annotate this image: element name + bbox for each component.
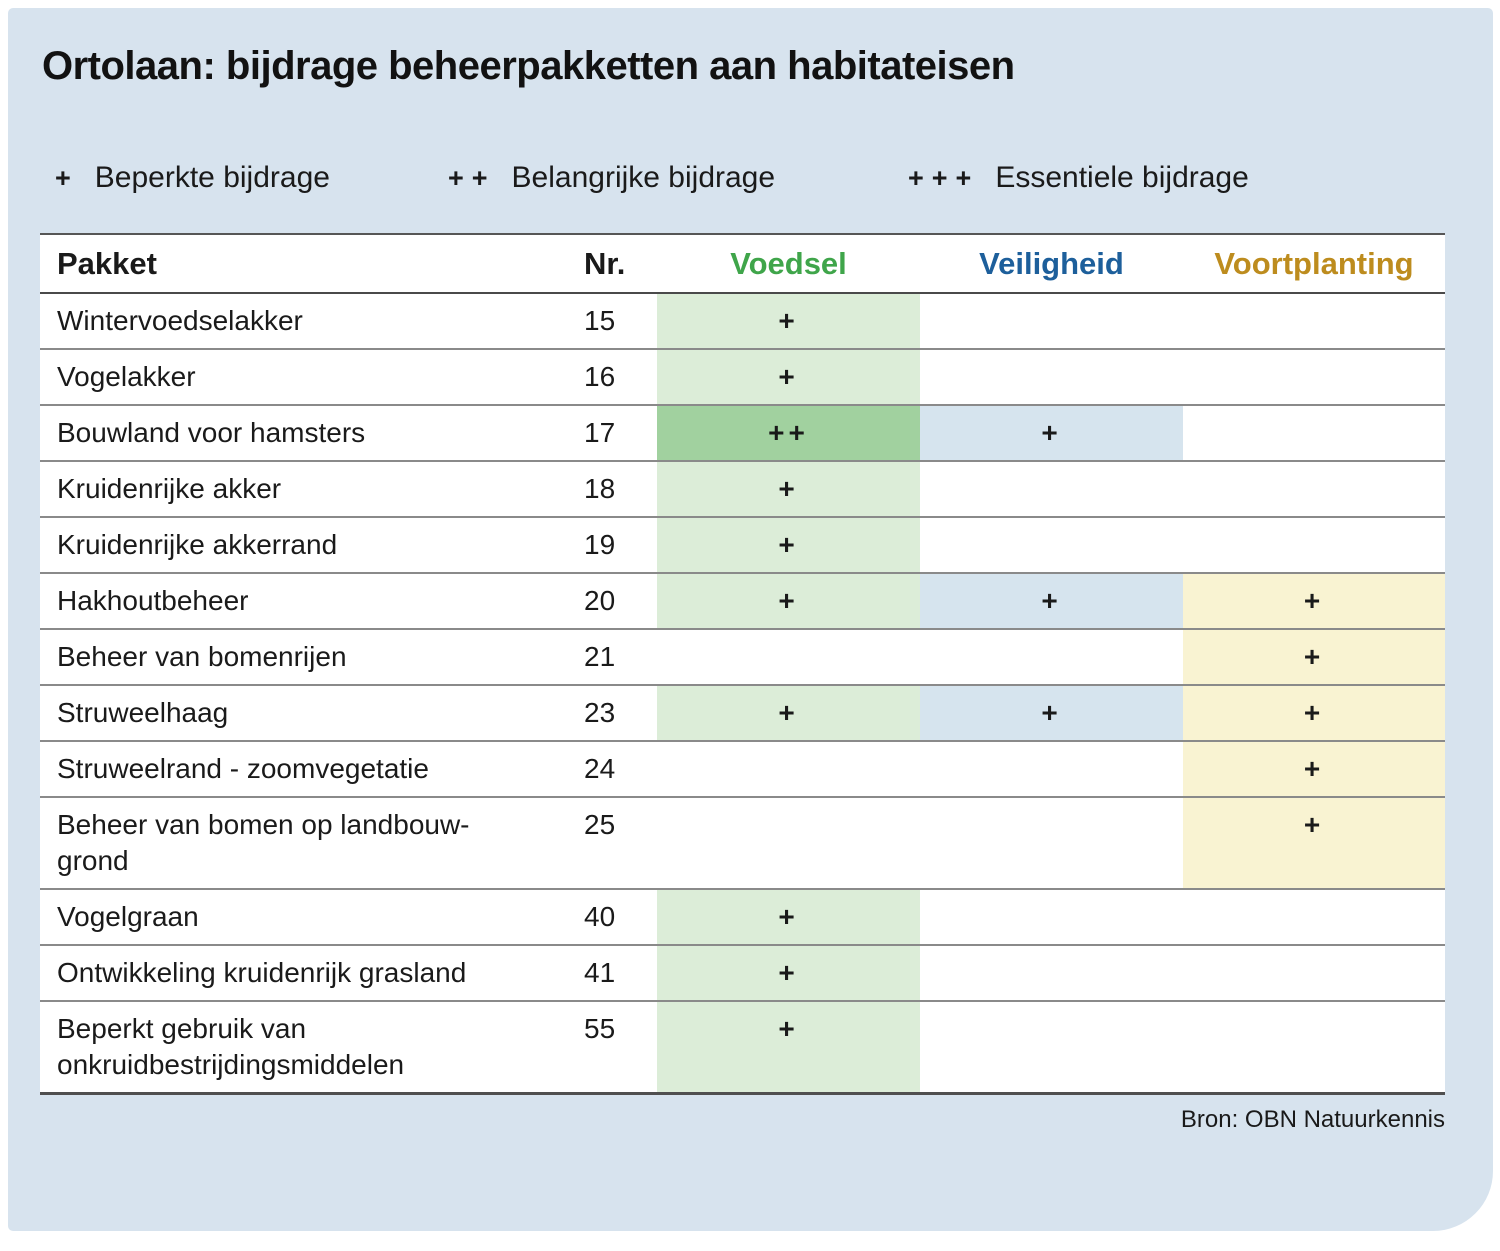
table-row: Beheer van bomenrijen 21 + xyxy=(40,628,1445,684)
voortplanting-cell: + xyxy=(1183,742,1445,796)
voedsel-cell: ++ xyxy=(657,406,920,460)
nr-cell: 23 xyxy=(584,697,616,728)
legend-item-belangrijk: ++ Belangrijke bijdrage xyxy=(448,156,775,200)
nr-cell: 17 xyxy=(584,417,616,448)
veiligheid-cell xyxy=(920,462,1183,516)
veiligheid-cell xyxy=(920,518,1183,572)
pakket-cell: Hakhoutbeheer xyxy=(57,585,249,616)
voedsel-cell: + xyxy=(657,462,920,516)
habitat-table: Pakket Nr. Voedsel Veiligheid Voortplant… xyxy=(40,233,1445,1095)
voortplanting-cell xyxy=(1183,1002,1445,1092)
voedsel-cell: + xyxy=(657,350,920,404)
veiligheid-cell xyxy=(920,742,1183,796)
nr-cell: 20 xyxy=(584,585,616,616)
table-row: Wintervoedselakker 15 + xyxy=(40,294,1445,348)
voedsel-cell xyxy=(657,630,920,684)
column-header-veiligheid: Veiligheid xyxy=(979,246,1124,281)
source-credit: Bron: OBN Natuurkennis xyxy=(1180,1106,1445,1133)
voedsel-cell: + xyxy=(657,574,920,628)
voortplanting-cell xyxy=(1183,890,1445,944)
voortplanting-cell: + xyxy=(1183,686,1445,740)
veiligheid-cell xyxy=(920,1002,1183,1092)
veiligheid-cell xyxy=(920,946,1183,1000)
table-header-row: Pakket Nr. Voedsel Veiligheid Voortplant… xyxy=(40,235,1445,294)
column-header-nr: Nr. xyxy=(584,246,626,281)
table-row: Struweelhaag 23 + + + xyxy=(40,684,1445,740)
plus-symbol: + xyxy=(55,163,79,193)
nr-cell: 55 xyxy=(584,1013,616,1044)
nr-cell: 21 xyxy=(584,641,616,672)
table-row: Hakhoutbeheer 20 + + + xyxy=(40,572,1445,628)
table-row: Beheer van bomen op landbouw- grond 25 + xyxy=(40,796,1445,888)
plus-plus-plus-symbol: +++ xyxy=(908,163,980,193)
veiligheid-cell: + xyxy=(920,686,1183,740)
pakket-cell: Struweelhaag xyxy=(57,697,229,728)
voedsel-cell xyxy=(657,798,920,888)
voedsel-cell xyxy=(657,742,920,796)
table-row: Vogelgraan 40 + xyxy=(40,888,1445,944)
nr-cell: 15 xyxy=(584,305,616,336)
pakket-cell: Beheer van bomenrijen xyxy=(57,641,347,672)
table-row: Beperkt gebruik van onkruidbestrijdingsm… xyxy=(40,1000,1445,1092)
table-row: Struweelrand - zoomvegetatie 24 + xyxy=(40,740,1445,796)
column-header-voortplanting: Voortplanting xyxy=(1214,246,1414,281)
nr-cell: 25 xyxy=(584,809,616,840)
veiligheid-cell xyxy=(920,350,1183,404)
nr-cell: 18 xyxy=(584,473,616,504)
voortplanting-cell xyxy=(1183,946,1445,1000)
voortplanting-cell: + xyxy=(1183,798,1445,888)
pakket-cell: Struweelrand - zoomvegetatie xyxy=(57,753,429,784)
voortplanting-cell xyxy=(1183,462,1445,516)
plus-plus-symbol: ++ xyxy=(448,163,496,193)
voedsel-cell: + xyxy=(657,890,920,944)
page-title: Ortolaan: bijdrage beheerpakketten aan h… xyxy=(42,44,1015,88)
voortplanting-cell xyxy=(1183,518,1445,572)
table-body: Wintervoedselakker 15 + Vogelakker 16 + … xyxy=(40,294,1445,1092)
legend-label: Essentiele bijdrage xyxy=(995,161,1249,194)
pakket-cell: Kruidenrijke akker xyxy=(57,473,282,504)
pakket-cell: Vogelgraan xyxy=(57,901,199,932)
voortplanting-cell xyxy=(1183,350,1445,404)
nr-cell: 24 xyxy=(584,753,616,784)
legend-item-essentieel: +++ Essentiele bijdrage xyxy=(908,156,1249,200)
voedsel-cell: + xyxy=(657,946,920,1000)
pakket-cell: Beheer van bomen op landbouw- grond xyxy=(57,809,470,876)
pakket-cell: Vogelakker xyxy=(57,361,196,392)
voedsel-cell: + xyxy=(657,518,920,572)
nr-cell: 41 xyxy=(584,957,616,988)
nr-cell: 40 xyxy=(584,901,616,932)
voortplanting-cell xyxy=(1183,406,1445,460)
column-header-voedsel: Voedsel xyxy=(730,246,847,281)
legend-item-beperkt: + Beperkte bijdrage xyxy=(55,156,330,200)
column-header-pakket: Pakket xyxy=(57,246,157,281)
infographic-panel: Ortolaan: bijdrage beheerpakketten aan h… xyxy=(8,8,1493,1231)
veiligheid-cell: + xyxy=(920,574,1183,628)
voortplanting-cell: + xyxy=(1183,574,1445,628)
table-row: Vogelakker 16 + xyxy=(40,348,1445,404)
veiligheid-cell: + xyxy=(920,406,1183,460)
pakket-cell: Ontwikkeling kruidenrijk grasland xyxy=(57,957,467,988)
veiligheid-cell xyxy=(920,630,1183,684)
legend-label: Belangrijke bijdrage xyxy=(511,161,776,194)
table-row: Bouwland voor hamsters 17 ++ + xyxy=(40,404,1445,460)
nr-cell: 19 xyxy=(584,529,616,560)
legend: + Beperkte bijdrage ++ Belangrijke bijdr… xyxy=(8,156,1493,202)
voedsel-cell: + xyxy=(657,1002,920,1092)
nr-cell: 16 xyxy=(584,361,616,392)
voortplanting-cell: + xyxy=(1183,630,1445,684)
legend-label: Beperkte bijdrage xyxy=(94,161,330,194)
pakket-cell: Bouwland voor hamsters xyxy=(57,417,366,448)
veiligheid-cell xyxy=(920,890,1183,944)
table-row: Kruidenrijke akker 18 + xyxy=(40,460,1445,516)
pakket-cell: Wintervoedselakker xyxy=(57,305,303,336)
pakket-cell: Kruidenrijke akkerrand xyxy=(57,529,338,560)
voedsel-cell: + xyxy=(657,294,920,348)
voortplanting-cell xyxy=(1183,294,1445,348)
table-row: Ontwikkeling kruidenrijk grasland 41 + xyxy=(40,944,1445,1000)
voedsel-cell: + xyxy=(657,686,920,740)
veiligheid-cell xyxy=(920,798,1183,888)
table-row: Kruidenrijke akkerrand 19 + xyxy=(40,516,1445,572)
pakket-cell: Beperkt gebruik van onkruidbestrijdingsm… xyxy=(57,1013,405,1080)
veiligheid-cell xyxy=(920,294,1183,348)
